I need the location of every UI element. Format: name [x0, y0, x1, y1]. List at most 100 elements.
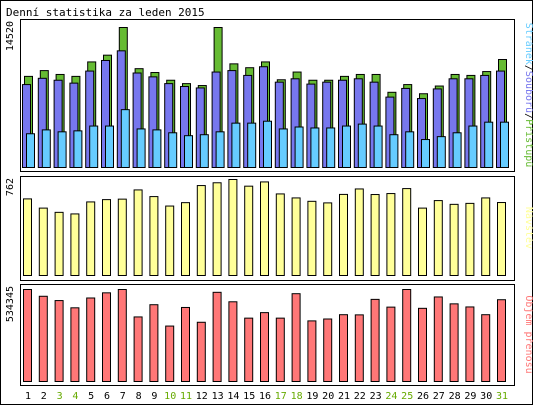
volume-bar-day-6	[102, 292, 111, 382]
visits-bar-day-14	[228, 179, 238, 276]
pages-bar-day-18	[294, 126, 304, 169]
pages-bar-day-31	[500, 121, 509, 168]
y-axis-max-label-visits: 762	[5, 178, 16, 196]
x-label-day-7: 7	[120, 391, 126, 402]
pages-bar-day-19	[310, 127, 320, 169]
pages-bar-day-26	[421, 139, 430, 169]
visits-bar-day-16	[260, 181, 269, 276]
x-label-day-25: 25	[401, 391, 413, 402]
x-label-day-13: 13	[212, 391, 224, 402]
volume-bar-day-26	[418, 307, 427, 382]
x-label-day-24: 24	[385, 391, 397, 402]
panel-frame-requests	[20, 19, 515, 172]
panel-requests: 14520 Stránek/Souborů/Přístupů	[5, 19, 533, 172]
legend-files: Souborů	[523, 71, 533, 113]
x-label-day-22: 22	[354, 391, 366, 402]
visits-bar-day-29	[465, 202, 475, 276]
x-label-day-2: 2	[41, 391, 47, 402]
legend-requests: Stránek/Souborů/Přístupů	[523, 23, 533, 168]
x-label-day-14: 14	[227, 391, 239, 402]
visits-bar-day-8	[133, 189, 143, 276]
chart-title: Denní statistika za leden 2015	[6, 6, 205, 19]
pages-bar-day-15	[247, 122, 257, 168]
volume-bar-day-12	[196, 321, 206, 382]
visits-bar-day-11	[181, 202, 190, 277]
visits-bar-day-13	[212, 182, 222, 276]
legend-sep2: /	[523, 113, 533, 119]
visits-bar-day-31	[497, 202, 506, 276]
panel-frame-visits	[20, 176, 515, 281]
visits-bar-day-12	[196, 185, 206, 276]
visits-bar-day-5	[86, 201, 96, 276]
volume-bar-day-17	[275, 317, 285, 383]
pages-bar-day-23	[373, 125, 383, 169]
pages-bar-day-17	[278, 128, 288, 169]
legend-hits: Přístupů	[523, 119, 533, 167]
x-label-day-12: 12	[196, 391, 208, 402]
x-label-day-1: 1	[25, 391, 31, 402]
x-label-day-19: 19	[306, 391, 318, 402]
panel-frame-volume	[20, 284, 515, 386]
pages-bar-day-2	[41, 129, 51, 169]
visits-bar-day-19	[307, 200, 317, 276]
volume-bar-day-13	[212, 291, 222, 383]
volume-bar-day-8	[133, 316, 143, 382]
volume-bar-day-4	[70, 307, 80, 382]
volume-bar-day-1	[23, 289, 32, 382]
panel-volume: 534345 Objem přenosu	[5, 284, 533, 386]
visits-bar-day-28	[449, 203, 459, 276]
pages-bar-day-5	[89, 125, 99, 169]
y-axis-max-label-requests: 14520	[5, 21, 16, 51]
pages-bar-day-28	[452, 132, 462, 169]
x-axis-day-labels: 1 2 3 4 5 6 7 8 9 10 11 12 13 14 15 16 17 18 19 20 21 22 23 24 2…	[25, 391, 508, 402]
x-label-day-11: 11	[180, 391, 192, 402]
volume-bar-day-7	[117, 289, 127, 382]
volume-bar-day-31	[497, 299, 506, 382]
visits-bar-day-25	[402, 188, 412, 276]
pages-bar-day-7	[120, 109, 130, 168]
pages-bar-day-10	[168, 132, 178, 169]
x-label-day-21: 21	[338, 391, 350, 402]
x-label-day-5: 5	[88, 391, 94, 402]
visits-bar-day-30	[481, 197, 491, 276]
visits-bar-day-3	[54, 211, 64, 276]
volume-bar-day-22	[354, 314, 364, 383]
x-label-day-28: 28	[449, 391, 461, 402]
volume-bar-day-29	[465, 306, 475, 382]
visits-bar-day-23	[370, 194, 380, 276]
volume-bar-day-19	[307, 320, 317, 382]
x-label-day-20: 20	[322, 391, 334, 402]
x-label-day-26: 26	[417, 391, 429, 402]
pages-bar-day-16	[263, 120, 272, 168]
x-label-day-9: 9	[151, 391, 157, 402]
volume-bar-day-30	[481, 314, 491, 382]
pages-bar-day-12	[199, 134, 209, 169]
x-label-day-3: 3	[57, 391, 63, 402]
volume-bar-day-14	[228, 301, 238, 383]
visits-bar-day-24	[386, 193, 396, 276]
visits-bar-day-21	[339, 193, 348, 276]
legend-volume: Objem přenosu	[523, 295, 533, 373]
pages-bar-day-22	[357, 123, 367, 169]
x-label-day-6: 6	[104, 391, 110, 402]
pages-bar-day-29	[468, 125, 478, 169]
visits-bar-day-26	[418, 207, 427, 276]
x-label-day-23: 23	[370, 391, 382, 402]
volume-bar-day-24	[386, 306, 396, 383]
pages-bar-day-13	[215, 131, 225, 169]
volume-bar-day-20	[323, 318, 333, 382]
legend-sep1: /	[523, 65, 533, 71]
x-label-day-18: 18	[291, 391, 303, 402]
legend-pages: Stránek	[523, 23, 533, 65]
pages-bar-day-11	[184, 135, 193, 169]
volume-bar-day-10	[165, 325, 175, 382]
y-axis-max-label-volume: 534345	[5, 286, 16, 322]
visits-bar-day-10	[165, 205, 175, 276]
visits-bar-day-17	[275, 193, 285, 276]
visits-bar-day-2	[38, 207, 48, 276]
visits-bar-day-15	[244, 185, 254, 277]
visits-bar-day-7	[117, 198, 127, 277]
x-label-day-4: 4	[72, 391, 78, 402]
x-label-day-31: 31	[496, 391, 508, 402]
